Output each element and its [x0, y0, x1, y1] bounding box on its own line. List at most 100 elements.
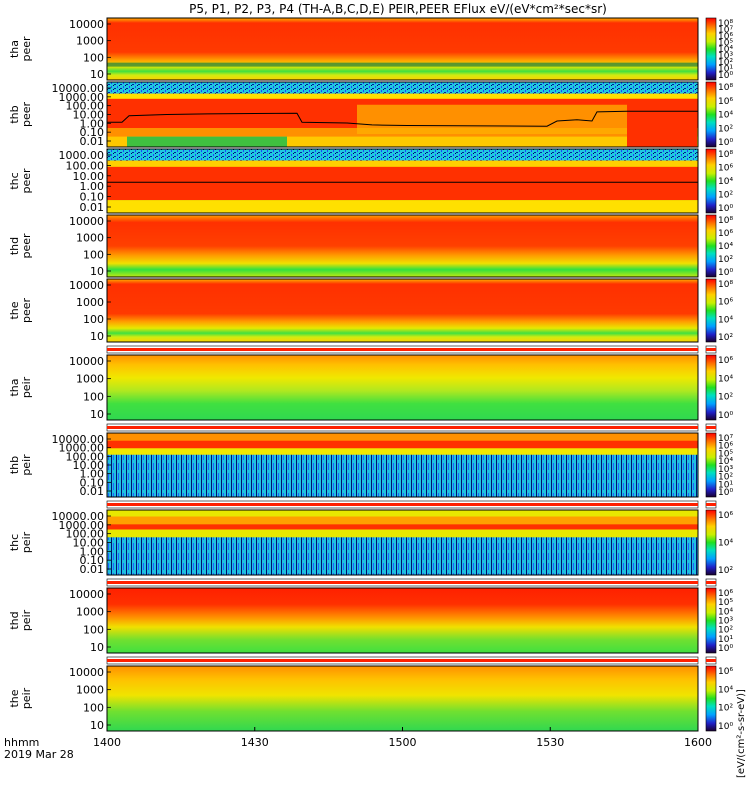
y-tick-label: 10000 — [69, 279, 104, 292]
colorbar — [705, 665, 717, 732]
spectrogram — [107, 666, 698, 731]
y-tick-label: 1.00 — [80, 117, 105, 130]
panel-frame — [106, 17, 699, 81]
low-energy-band — [107, 62, 698, 67]
separator-band — [107, 426, 698, 429]
panel-label-probe: thc — [8, 172, 21, 189]
colorbar-tick-label: 10² — [718, 333, 733, 343]
colorbar-tick-label: 10⁶ — [718, 667, 733, 677]
panel-the-peer: 10000 1000 100 10 the peer 10⁸ 10⁶ 10⁴ 10² — [8, 278, 733, 343]
colorbar-tick-label: 10⁸ — [718, 19, 733, 29]
band-top — [107, 433, 698, 441]
panel-label-probe: thc — [8, 534, 21, 551]
separator-band — [107, 348, 698, 351]
band-orange — [107, 516, 698, 525]
separator-band — [107, 659, 698, 662]
y-tick-label: 100.00 — [66, 528, 105, 541]
panel-frame — [106, 148, 699, 214]
y-tick-label: 10 — [90, 719, 104, 732]
colorbar-tick-label: 10⁸ — [718, 83, 733, 93]
separator-band — [107, 503, 698, 506]
noise-band — [107, 82, 698, 94]
panel-label-instrument: peir — [20, 531, 33, 553]
y-tick-label: 1000 — [76, 684, 104, 697]
colorbar-tick-label: 10⁴ — [718, 607, 733, 617]
colorbar-tick-label: 10⁶ — [718, 589, 733, 599]
y-tick-label: 1000.00 — [59, 91, 105, 104]
colorbar-tick-label: 10⁴ — [718, 177, 733, 187]
panel-the-peir: 10000 1000 100 10 the peir 10⁶ 10⁴ 10² 10⁰ — [8, 656, 733, 732]
colorbar-tick-label: 10⁶ — [718, 32, 733, 42]
x-tick-label: 1600 — [684, 736, 712, 749]
y-tick-label: 1.00 — [80, 180, 105, 193]
colorbar-tick-label: 10⁸ — [718, 216, 733, 226]
panel-frame — [106, 278, 699, 343]
panel-label-probe: the — [8, 301, 21, 319]
band-yellow — [107, 529, 698, 538]
spacecraft-potential-line — [107, 110, 698, 127]
y-tick-label: 0.01 — [80, 201, 105, 214]
colorbar-tick-label: 10⁶ — [718, 298, 733, 308]
colorbar — [705, 214, 717, 278]
colorbar — [705, 587, 717, 654]
colorbar-tick-label: 10³ — [718, 52, 733, 62]
colorbar-tick-label: 10³ — [718, 617, 733, 627]
colorbar-tick-label: 10⁰ — [718, 268, 733, 278]
colorbar-tick-label: 10² — [718, 124, 733, 134]
spectrogram — [107, 279, 698, 342]
band-red — [107, 440, 698, 449]
x-tick-label: 1500 — [389, 736, 417, 749]
colorbar-tick-label: 10⁵ — [718, 598, 733, 608]
colorbar-tick-label: 10⁷ — [718, 26, 733, 36]
noise-band — [107, 537, 698, 575]
colorbar — [705, 81, 717, 148]
colorbar-tick-label: 10⁴ — [718, 685, 733, 695]
y-tick-label: 1000.00 — [59, 149, 105, 162]
y-tick-label: 0.01 — [80, 563, 105, 576]
colorbar-separator-band — [706, 659, 716, 662]
colorbar-tick-label: 10⁰ — [718, 138, 733, 148]
colorbar-tick-label: 10⁴ — [718, 539, 733, 549]
x-tick-label: 1400 — [93, 736, 121, 749]
x-axis-prefix-1: hhmm — [4, 736, 39, 749]
y-tick-label: 10000.00 — [52, 82, 105, 95]
colorbar-tick-label: 10³ — [718, 465, 733, 475]
colorbar-tick-label: 10⁶ — [718, 164, 733, 174]
colorbar-tick-label: 10⁶ — [718, 97, 733, 107]
y-tick-label: 10 — [90, 265, 104, 278]
y-tick-label: 0.10 — [80, 126, 105, 139]
panel-label-instrument: peir — [20, 609, 33, 631]
y-tick-label: 100.00 — [66, 159, 105, 172]
colorbar-tick-label: 10² — [718, 704, 733, 714]
colorbar — [705, 278, 717, 343]
y-tick-label: 100.00 — [66, 100, 105, 113]
panel-frame — [106, 587, 699, 654]
colorbar-tick-label: 10⁶ — [718, 442, 733, 452]
colorbar-tick-label: 10⁴ — [718, 111, 733, 121]
colorbar-tick-label: 10⁴ — [718, 45, 733, 55]
colorbar-tick-label: 10² — [718, 255, 733, 265]
colorbar-tick-label: 10⁶ — [718, 229, 733, 239]
y-tick-label: 10.00 — [73, 459, 105, 472]
colorbar-separator-band — [706, 426, 716, 429]
x-tick-label: 1430 — [241, 736, 269, 749]
chart-title: P5, P1, P2, P3, P4 (TH-A,B,C,D,E) PEIR,P… — [189, 2, 607, 16]
y-tick-label: 1000 — [76, 35, 104, 48]
y-tick-label: 1000.00 — [59, 519, 105, 532]
colorbar — [705, 509, 717, 576]
y-tick-label: 10000 — [69, 215, 104, 228]
panel-label-probe: the — [8, 689, 21, 707]
panel-label-instrument: peer — [20, 298, 33, 324]
colorbar-tick-label: 10⁸ — [718, 280, 733, 290]
panel-label-instrument: peir — [20, 687, 33, 709]
colorbar — [705, 432, 717, 498]
colorbar — [705, 17, 717, 81]
panel-thd-peir: 10000 1000 100 10 thd peir 10⁶10⁵10⁴10³10²10¹1… — [8, 578, 733, 654]
y-tick-label: 100 — [83, 51, 104, 64]
noise-band — [107, 149, 698, 161]
panel-label-probe: thd — [8, 611, 21, 629]
y-tick-label: 1000 — [76, 296, 104, 309]
colorbar-tick-label: 10² — [718, 393, 733, 403]
